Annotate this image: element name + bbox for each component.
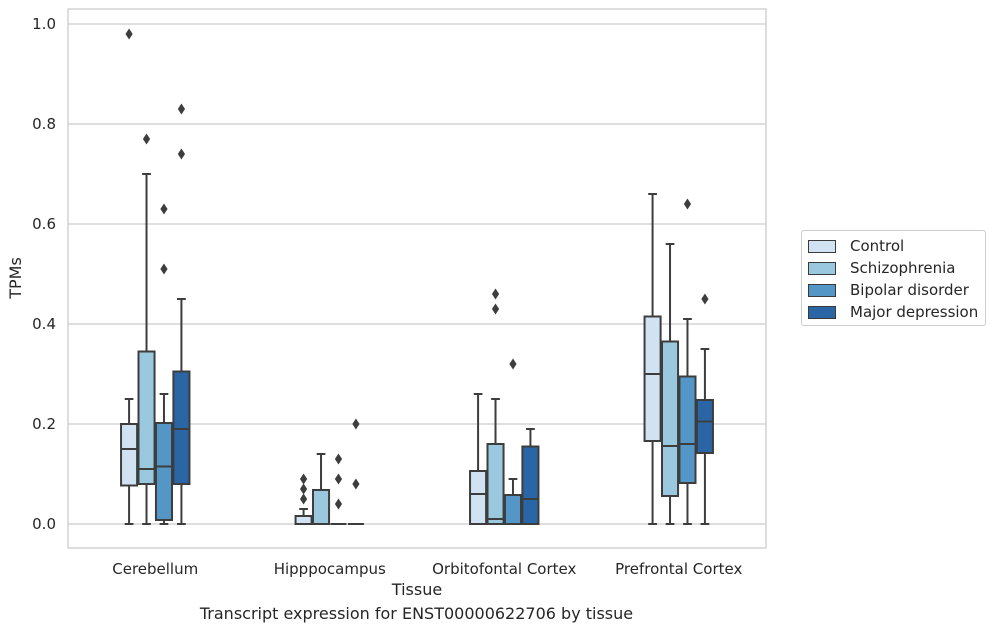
x-tick-label-2: Orbitofontal Cortex xyxy=(432,560,576,578)
box-body xyxy=(521,445,540,525)
legend-swatch-bipolar-disorder xyxy=(808,283,836,297)
y-tick-label-5: 1.0 xyxy=(32,15,56,33)
x-tick-label-1: Hipppocampus xyxy=(274,560,386,578)
outlier-point-1 xyxy=(177,103,186,115)
x-tick-label-3: Prefrontal Cortex xyxy=(615,560,742,578)
box-body xyxy=(172,370,191,485)
box-schizophrenia-0 xyxy=(137,133,156,525)
outlier-point-0 xyxy=(177,148,186,160)
legend-swatch-major-depression xyxy=(808,305,836,319)
outlier-point-0 xyxy=(160,263,168,275)
box-schizophrenia-1 xyxy=(311,453,331,525)
y-tick-label-4: 0.8 xyxy=(32,115,56,133)
legend-label-major-depression: Major depression xyxy=(850,303,979,321)
box-schizophrenia-3 xyxy=(660,243,680,525)
outlier-point-0 xyxy=(334,498,343,510)
box-body xyxy=(311,489,331,525)
outlier-point-0 xyxy=(352,478,360,490)
x-tick-labels: Cerebellum Hipppocampus Orbitofontal Corte… xyxy=(112,560,742,578)
legend-swatch-schizophrenia xyxy=(808,261,836,275)
box-body xyxy=(678,375,697,484)
box-control-1 xyxy=(294,473,313,525)
box-bipolar-disorder-3 xyxy=(678,198,697,525)
y-tick-label-0: 0.0 xyxy=(32,515,56,533)
box-body xyxy=(120,423,139,487)
outlier-point-0 xyxy=(125,28,133,40)
plot-frame xyxy=(67,8,767,549)
y-tick-labels: 0.0 0.2 0.4 0.6 0.8 1.0 xyxy=(32,15,56,533)
outlier-point-0 xyxy=(701,293,709,305)
box-layer xyxy=(120,28,714,525)
outlier-point-0 xyxy=(509,358,517,370)
legend-label-control: Control xyxy=(850,237,905,255)
outlier-point-0 xyxy=(491,303,500,315)
box-major-depression-1 xyxy=(347,418,364,525)
legend-swatch-control xyxy=(808,239,836,253)
box-body xyxy=(503,494,523,525)
x-axis-label: Tissue xyxy=(391,580,442,599)
legend-label-schizophrenia: Schizophrenia xyxy=(850,259,956,277)
outlier-point-2 xyxy=(334,453,343,465)
box-major-depression-3 xyxy=(695,293,714,525)
y-tick-label-1: 0.2 xyxy=(32,415,56,433)
outlier-point-1 xyxy=(299,483,308,495)
outlier-point-1 xyxy=(160,203,168,215)
chart-caption: Transcript expression for ENST0000062270… xyxy=(199,604,634,623)
box-body xyxy=(469,470,488,525)
box-bipolar-disorder-2 xyxy=(503,358,523,525)
box-bipolar-disorder-0 xyxy=(154,203,174,525)
box-control-2 xyxy=(469,393,488,525)
x-tick-label-0: Cerebellum xyxy=(112,560,198,578)
box-body xyxy=(137,350,156,485)
y-tick-label-3: 0.6 xyxy=(32,215,56,233)
y-tick-label-2: 0.4 xyxy=(32,315,56,333)
box-body xyxy=(294,515,313,525)
box-body xyxy=(486,443,505,525)
legend-label-bipolar-disorder: Bipolar disorder xyxy=(850,281,969,299)
legend-item-bipolar-disorder: Bipolar disorder xyxy=(808,280,969,300)
box-major-depression-0 xyxy=(172,103,191,525)
box-body xyxy=(643,315,662,442)
legend-item-major-depression: Major depression xyxy=(808,302,978,322)
box-body xyxy=(695,399,714,454)
outlier-point-1 xyxy=(491,288,500,300)
box-major-depression-2 xyxy=(521,428,540,525)
box-control-3 xyxy=(643,193,662,525)
outlier-point-0 xyxy=(299,493,308,505)
box-schizophrenia-2 xyxy=(486,288,505,525)
box-body xyxy=(154,422,174,521)
box-control-0 xyxy=(120,28,139,525)
outlier-point-0 xyxy=(683,198,692,210)
legend: Control Schizophrenia Bipolar disorder M… xyxy=(801,230,986,326)
outlier-point-1 xyxy=(334,473,343,485)
box-bipolar-disorder-1 xyxy=(330,453,347,525)
legend-item-schizophrenia: Schizophrenia xyxy=(808,258,955,278)
outlier-point-0 xyxy=(142,133,151,145)
outlier-point-2 xyxy=(299,473,308,485)
box-body xyxy=(660,340,680,497)
y-axis-label: TPMs xyxy=(6,257,25,300)
outlier-point-1 xyxy=(352,418,360,430)
legend-item-control: Control xyxy=(808,236,904,256)
